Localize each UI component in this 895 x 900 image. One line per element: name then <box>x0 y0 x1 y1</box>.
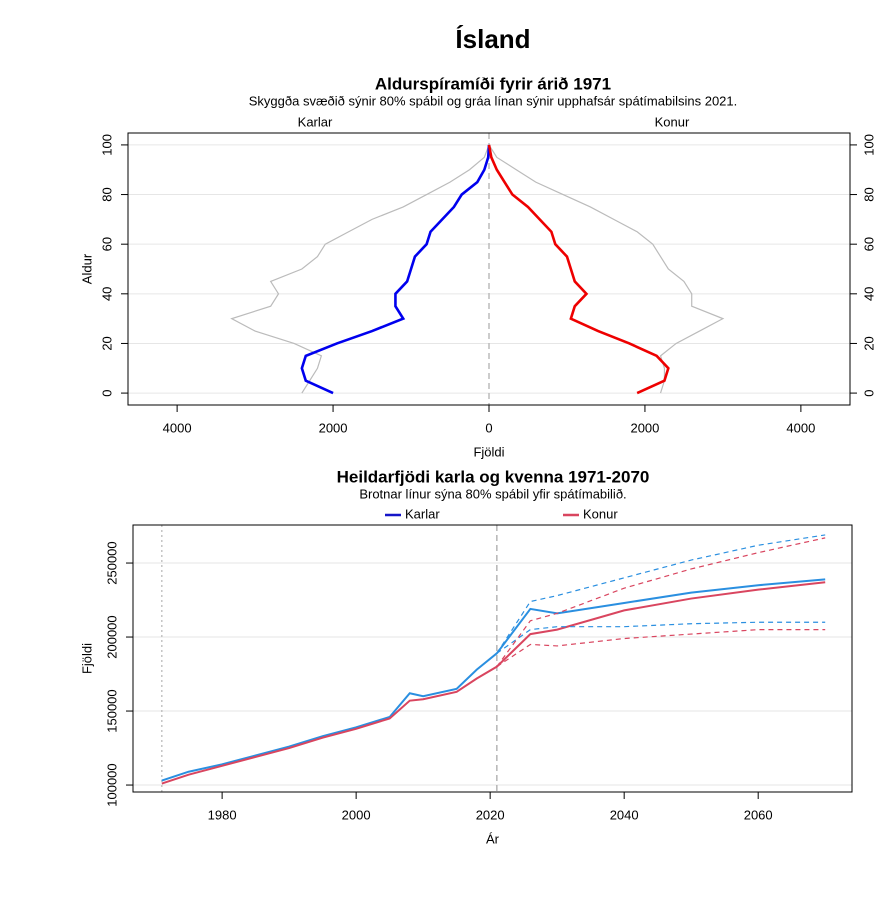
x-tick-label: 4000 <box>163 420 192 435</box>
x-tick-label: 2020 <box>476 807 505 822</box>
x-axis-label: Ár <box>486 831 500 846</box>
y-tick-label: 20 <box>861 336 876 350</box>
plot-frame <box>127 132 851 406</box>
y-tick-label: 80 <box>99 187 114 201</box>
y-tick-label: 20 <box>99 336 114 350</box>
y-tick-label: 60 <box>99 237 114 251</box>
y-tick-label: 100 <box>861 134 876 156</box>
y-tick-label: 0 <box>99 389 114 396</box>
pyramid-line <box>230 144 490 394</box>
x-tick-label: 2000 <box>319 420 348 435</box>
side-label: Konur <box>655 114 690 129</box>
chart-subtitle: Brotnar línur sýna 80% spábil yfir spátí… <box>359 486 626 501</box>
chart-subtitle: Skyggða svæðið sýnir 80% spábil og gráa … <box>249 93 738 108</box>
y-tick-label: 60 <box>861 237 876 251</box>
series-line <box>161 581 826 785</box>
main-title: Ísland <box>455 24 530 54</box>
y-tick-label: 100 <box>99 134 114 156</box>
y-tick-label: 40 <box>99 287 114 301</box>
y-tick-label: 100000 <box>104 763 119 806</box>
y-tick-label: 80 <box>861 187 876 201</box>
chart-title: Heildarfjödi karla og kvenna 1971-2070 <box>337 467 650 486</box>
y-axis-label: Aldur <box>79 253 94 284</box>
series-line <box>496 537 826 667</box>
legend-label: Konur <box>583 506 618 521</box>
x-tick-label: 2000 <box>630 420 659 435</box>
y-tick-label: 200000 <box>104 615 119 658</box>
series-line <box>496 629 826 668</box>
x-tick-label: 4000 <box>786 420 815 435</box>
x-tick-label: 2060 <box>744 807 773 822</box>
plot-frame <box>132 524 853 793</box>
y-tick-label: 40 <box>861 287 876 301</box>
side-label: Karlar <box>298 114 333 129</box>
series-line <box>496 621 826 654</box>
y-tick-label: 150000 <box>104 689 119 732</box>
pyramid-line <box>487 144 670 395</box>
x-tick-label: 2040 <box>610 807 639 822</box>
pyramid-line <box>488 144 725 394</box>
series-line <box>161 578 826 782</box>
x-tick-label: 1980 <box>208 807 237 822</box>
y-tick-label: 0 <box>861 389 876 396</box>
x-tick-label: 2000 <box>342 807 371 822</box>
y-tick-label: 250000 <box>104 541 119 584</box>
x-axis-label: Fjöldi <box>473 444 504 459</box>
y-axis-label: Fjöldi <box>79 643 94 674</box>
x-tick-label: 0 <box>485 420 492 435</box>
chart-title: Aldurspíramíði fyrir árið 1971 <box>375 74 611 93</box>
legend-label: Karlar <box>405 506 440 521</box>
pyramid-line <box>300 144 491 395</box>
